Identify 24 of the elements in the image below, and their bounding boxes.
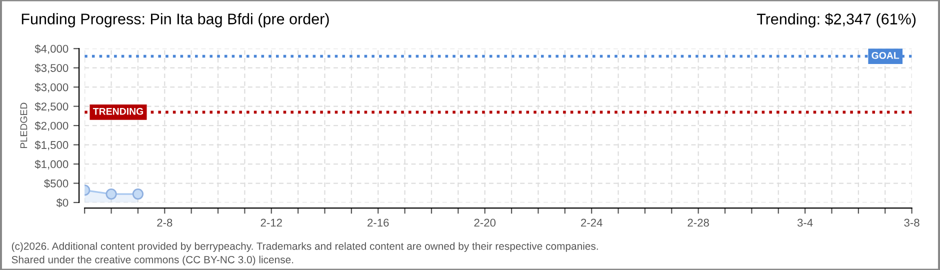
y-tick-label: $2,500 — [34, 102, 68, 112]
ref-line-label: TRENDING — [92, 108, 144, 115]
x-tick-label: 2-16 — [368, 218, 389, 227]
y-tick-label: $3,000 — [34, 82, 68, 93]
y-tick-label: $1,500 — [34, 140, 68, 150]
y-tick-label: $3,500 — [34, 64, 68, 74]
text: Shared under the creative commons (CC BY-NC 3.0) license. — [12, 256, 294, 266]
text: (c)2026. Additional content provided by berrypeachy. Trademarks and related content are owned by their respective companies. — [12, 242, 598, 252]
chart-title: Funding Progress: Pin Ita bag Bfdi (pre order) — [22, 13, 329, 28]
x-tick-label: 2-20 — [474, 218, 496, 227]
ref-line-label: GOAL — [872, 52, 900, 59]
y-tick-label: $0 — [56, 198, 68, 208]
x-tick-label: 2-12 — [260, 218, 282, 227]
chart-subtitle: Trending: $2,347 (61%) — [756, 13, 916, 28]
y-tick-label: $4,000 — [34, 44, 68, 54]
x-tick-label: 2-24 — [581, 218, 602, 227]
y-tick-label: $2,000 — [34, 121, 68, 131]
y-axis-title: PLEDGED — [20, 102, 28, 148]
x-tick-label: 3-4 — [797, 218, 813, 227]
x-tick-label: 2-28 — [688, 218, 709, 227]
y-tick-label: $1,000 — [34, 160, 68, 170]
x-tick-label: 2-8 — [157, 218, 172, 227]
x-tick-label: 3-8 — [904, 218, 920, 227]
y-tick-label: $500 — [44, 179, 68, 188]
